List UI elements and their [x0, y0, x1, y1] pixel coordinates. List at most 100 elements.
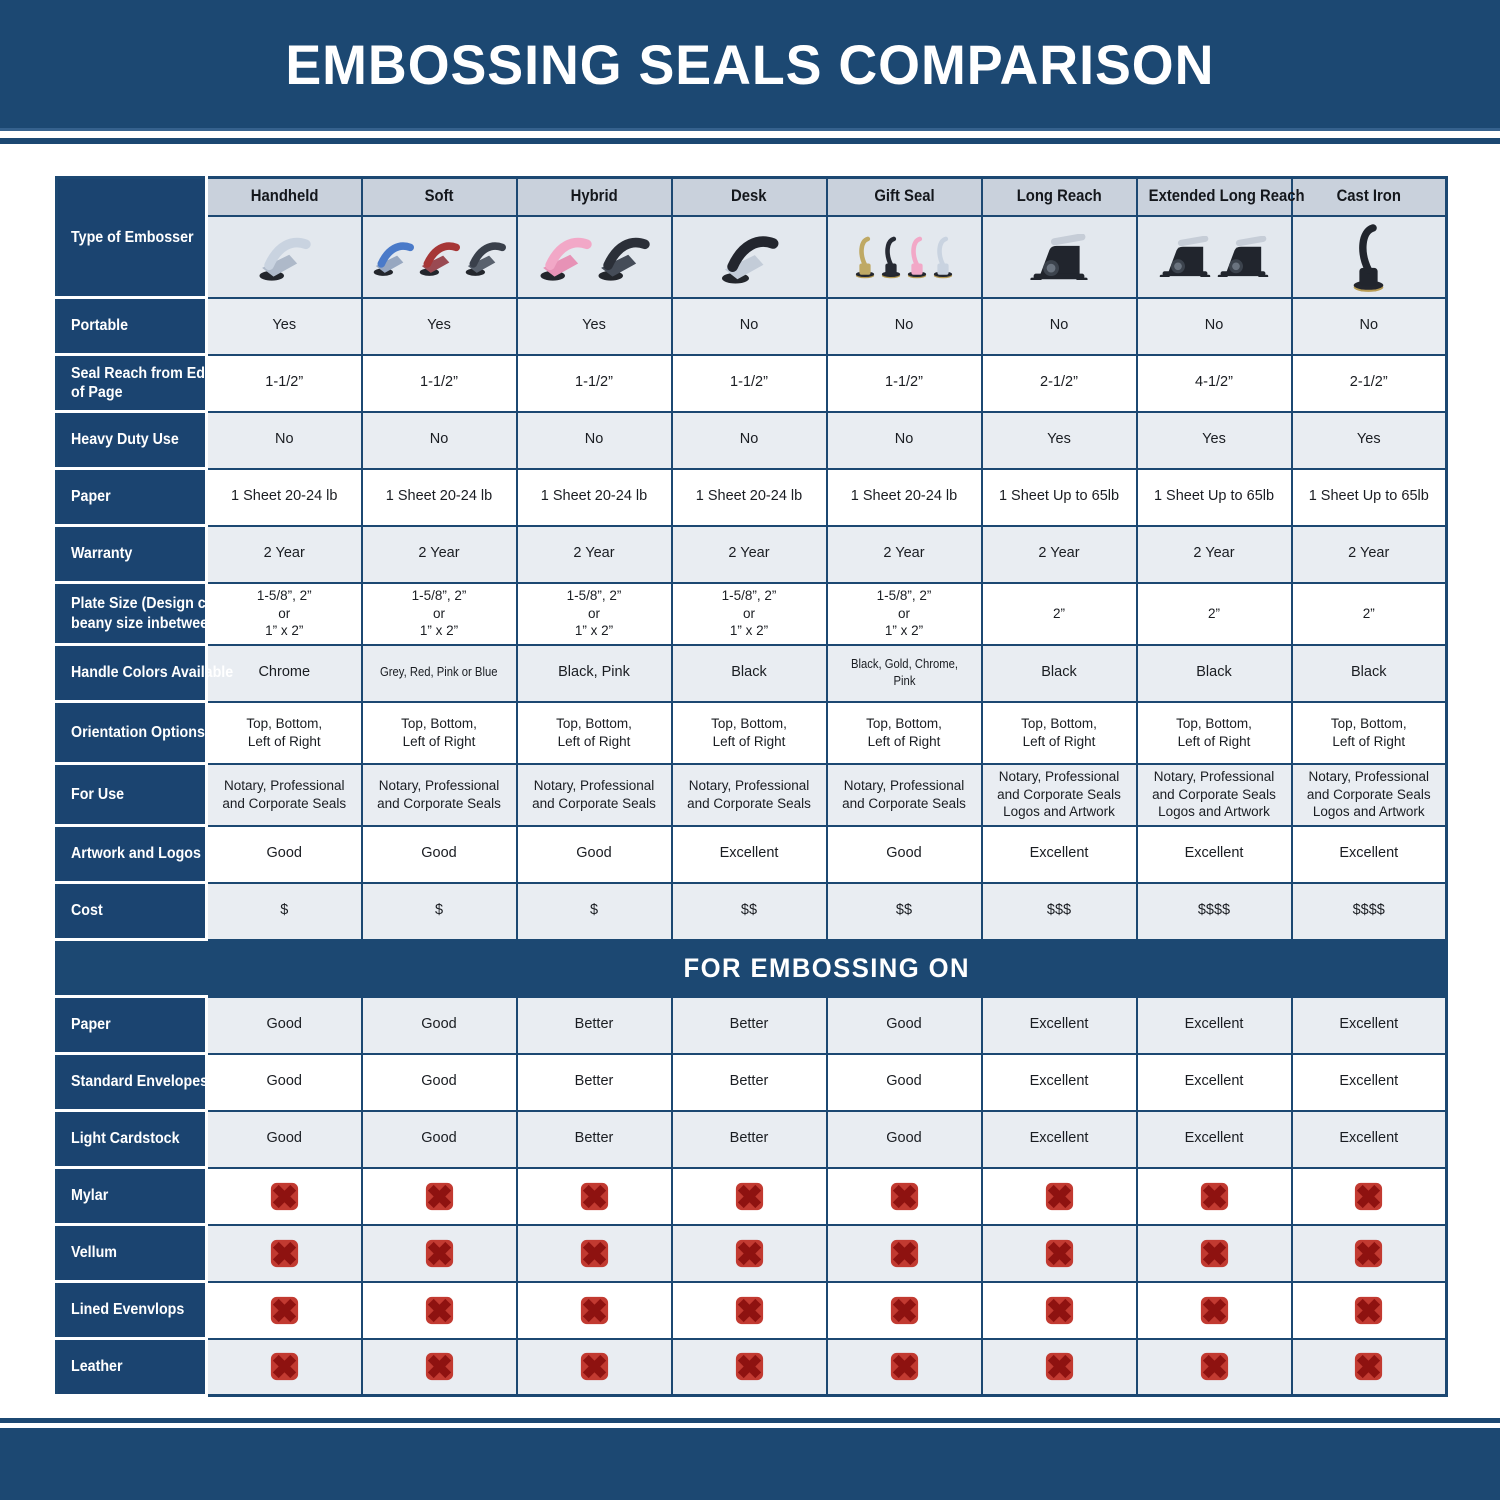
cell-value: 1-5/8”, 2” or 1” x 2” — [256, 588, 312, 639]
red-x-icon — [1200, 1353, 1228, 1381]
row-label: Artwork and Logos — [71, 845, 201, 863]
spec-value-cell: No — [825, 296, 983, 356]
embossing-value-cell — [1135, 1337, 1293, 1397]
cell-value: Better — [574, 1073, 614, 1090]
embossing-row-leather: Leather — [56, 1337, 1448, 1397]
row-label-cell-artwork-and-logos: Artwork and Logos — [56, 825, 208, 884]
column-header-label: Extended Long Reach — [1148, 187, 1305, 206]
footer-rule — [0, 1418, 1500, 1423]
row-label-cell-orientation-options: Orientation Options — [56, 701, 208, 765]
spec-value-cell: 1 Sheet Up to 65lb — [1135, 467, 1293, 527]
spec-value-cell: Yes — [515, 296, 673, 356]
cell-value: 1 Sheet Up to 65lb — [1308, 488, 1429, 505]
spec-value-cell: $$ — [825, 881, 983, 941]
spec-row-heavy-duty-use: Heavy Duty Use No No No No No Yes Yes Yes — [56, 410, 1448, 470]
embossing-value-cell — [205, 1280, 363, 1340]
red-x-icon — [1200, 1239, 1228, 1267]
upright-press-icon — [881, 236, 901, 279]
spec-value-cell: No — [360, 410, 518, 470]
spec-value-cell: 2” — [1135, 581, 1293, 646]
cell-value: 1 Sheet 20-24 lb — [385, 488, 493, 505]
spec-value-cell: Yes — [1135, 410, 1293, 470]
cell-value: 2” — [1362, 605, 1375, 621]
spec-value-cell: No — [670, 410, 828, 470]
spec-value-cell: 2 Year — [825, 524, 983, 584]
row-label-cell-handle-colors-available: Handle Colors Available — [56, 644, 233, 703]
cell-value: Notary, Professional and Corporate Seals… — [997, 769, 1121, 820]
column-header-long-reach: Long Reach — [980, 176, 1138, 217]
red-x-icon — [425, 1239, 453, 1267]
cell-value: Good — [266, 1073, 302, 1090]
cell-value: 1 Sheet 20-24 lb — [695, 488, 803, 505]
cell-value: No — [429, 431, 449, 448]
column-header-label: Soft — [424, 187, 454, 206]
spec-row-paper: Paper 1 Sheet 20-24 lb 1 Sheet 20-24 lb 1 S… — [56, 467, 1448, 527]
spec-row-warranty: Warranty 2 Year 2 Year 2 Year 2 Year 2 Year 2 … — [56, 524, 1448, 584]
embossing-value-cell — [980, 1166, 1138, 1226]
cell-value: 1-5/8”, 2” or 1” x 2” — [876, 588, 932, 639]
embossing-value-cell: Better — [670, 1109, 828, 1169]
cell-value: 2-1/2” — [1349, 374, 1388, 391]
embossing-value-cell — [360, 1337, 518, 1397]
embossing-value-cell: Excellent — [980, 995, 1138, 1055]
embossing-value-cell: Excellent — [980, 1052, 1138, 1112]
hybrid-embosser-image — [515, 214, 673, 299]
cell-value: Top, Bottom, Left of Right — [866, 715, 942, 749]
spec-value-cell: Black — [980, 643, 1138, 703]
cell-value: Yes — [427, 317, 451, 334]
cell-value: Excellent — [1184, 1016, 1244, 1033]
cell-value: No — [274, 431, 294, 448]
cell-value: Yes — [1202, 431, 1226, 448]
cell-value: Notary, Professional and Corporate Seals — [222, 777, 347, 811]
cell-value: 1 Sheet Up to 65lb — [1153, 488, 1275, 505]
spec-row-artwork-and-logos: Artwork and Logos Good Good Good Excellent Go… — [56, 824, 1448, 884]
cast-iron-embosser-image-box — [1293, 220, 1446, 293]
cell-value: Good — [266, 1130, 302, 1147]
spec-value-cell: 1 Sheet Up to 65lb — [980, 467, 1138, 527]
embossing-value-cell — [825, 1337, 983, 1397]
spec-value-cell: Top, Bottom, Left of Right — [1290, 700, 1448, 765]
embossing-value-cell — [515, 1166, 673, 1226]
spec-row-portable: Portable Yes Yes Yes No No No No No — [56, 296, 1448, 356]
cell-value: Good — [886, 845, 922, 862]
spec-value-cell: 1-1/2” — [360, 353, 518, 413]
red-x-icon — [1355, 1296, 1383, 1324]
row-label: Paper — [71, 1016, 111, 1034]
column-header-cast-iron: Cast Iron — [1290, 176, 1448, 217]
embossing-value-cell: Good — [205, 1109, 363, 1169]
red-x-icon — [735, 1182, 763, 1210]
cell-value: Better — [729, 1073, 769, 1090]
column-header-soft: Soft — [360, 176, 518, 217]
spec-value-cell: 4-1/2” — [1135, 353, 1293, 413]
embossing-on-section-row: FOR EMBOSSING ON — [56, 938, 1448, 998]
spec-value-cell: 2” — [980, 581, 1138, 646]
red-x-icon — [425, 1296, 453, 1324]
spec-value-cell: 1 Sheet 20-24 lb — [825, 467, 983, 527]
spec-value-cell: Grey, Red, Pink or Blue — [360, 643, 518, 703]
embossing-value-cell — [360, 1166, 518, 1226]
embossing-value-cell: Good — [360, 995, 518, 1055]
spec-value-cell: Black — [1135, 643, 1293, 703]
cell-value: $ — [589, 902, 599, 919]
upright-press-icon — [907, 236, 927, 279]
embossing-value-cell: Good — [825, 995, 983, 1055]
row-label: Light Cardstock — [71, 1130, 180, 1148]
embossing-value-cell: Excellent — [1290, 995, 1448, 1055]
spec-value-cell: 1-5/8”, 2” or 1” x 2” — [670, 581, 828, 646]
cell-value: Excellent — [1029, 1073, 1089, 1090]
spec-value-cell: $ — [515, 881, 673, 941]
embossing-value-cell — [980, 1280, 1138, 1340]
embossing-row-paper: Paper Good Good Better Better Good Excellent Ex… — [56, 995, 1448, 1055]
column-header-label: Desk — [731, 187, 767, 206]
comparison-table-body: Type of Embosser Handheld Soft Hybrid Desk Gi… — [56, 176, 1448, 1397]
spec-value-cell: No — [825, 410, 983, 470]
red-x-icon — [1045, 1239, 1073, 1267]
spec-value-cell: Notary, Professional and Corporate Seals… — [1290, 762, 1448, 827]
cell-value: $$$$ — [1197, 902, 1231, 919]
cell-value: Good — [266, 845, 302, 862]
cell-value: 1-5/8”, 2” or 1” x 2” — [721, 588, 777, 639]
red-x-icon — [580, 1182, 608, 1210]
spec-value-cell: 2-1/2” — [980, 353, 1138, 413]
cell-value: Good — [421, 845, 457, 862]
